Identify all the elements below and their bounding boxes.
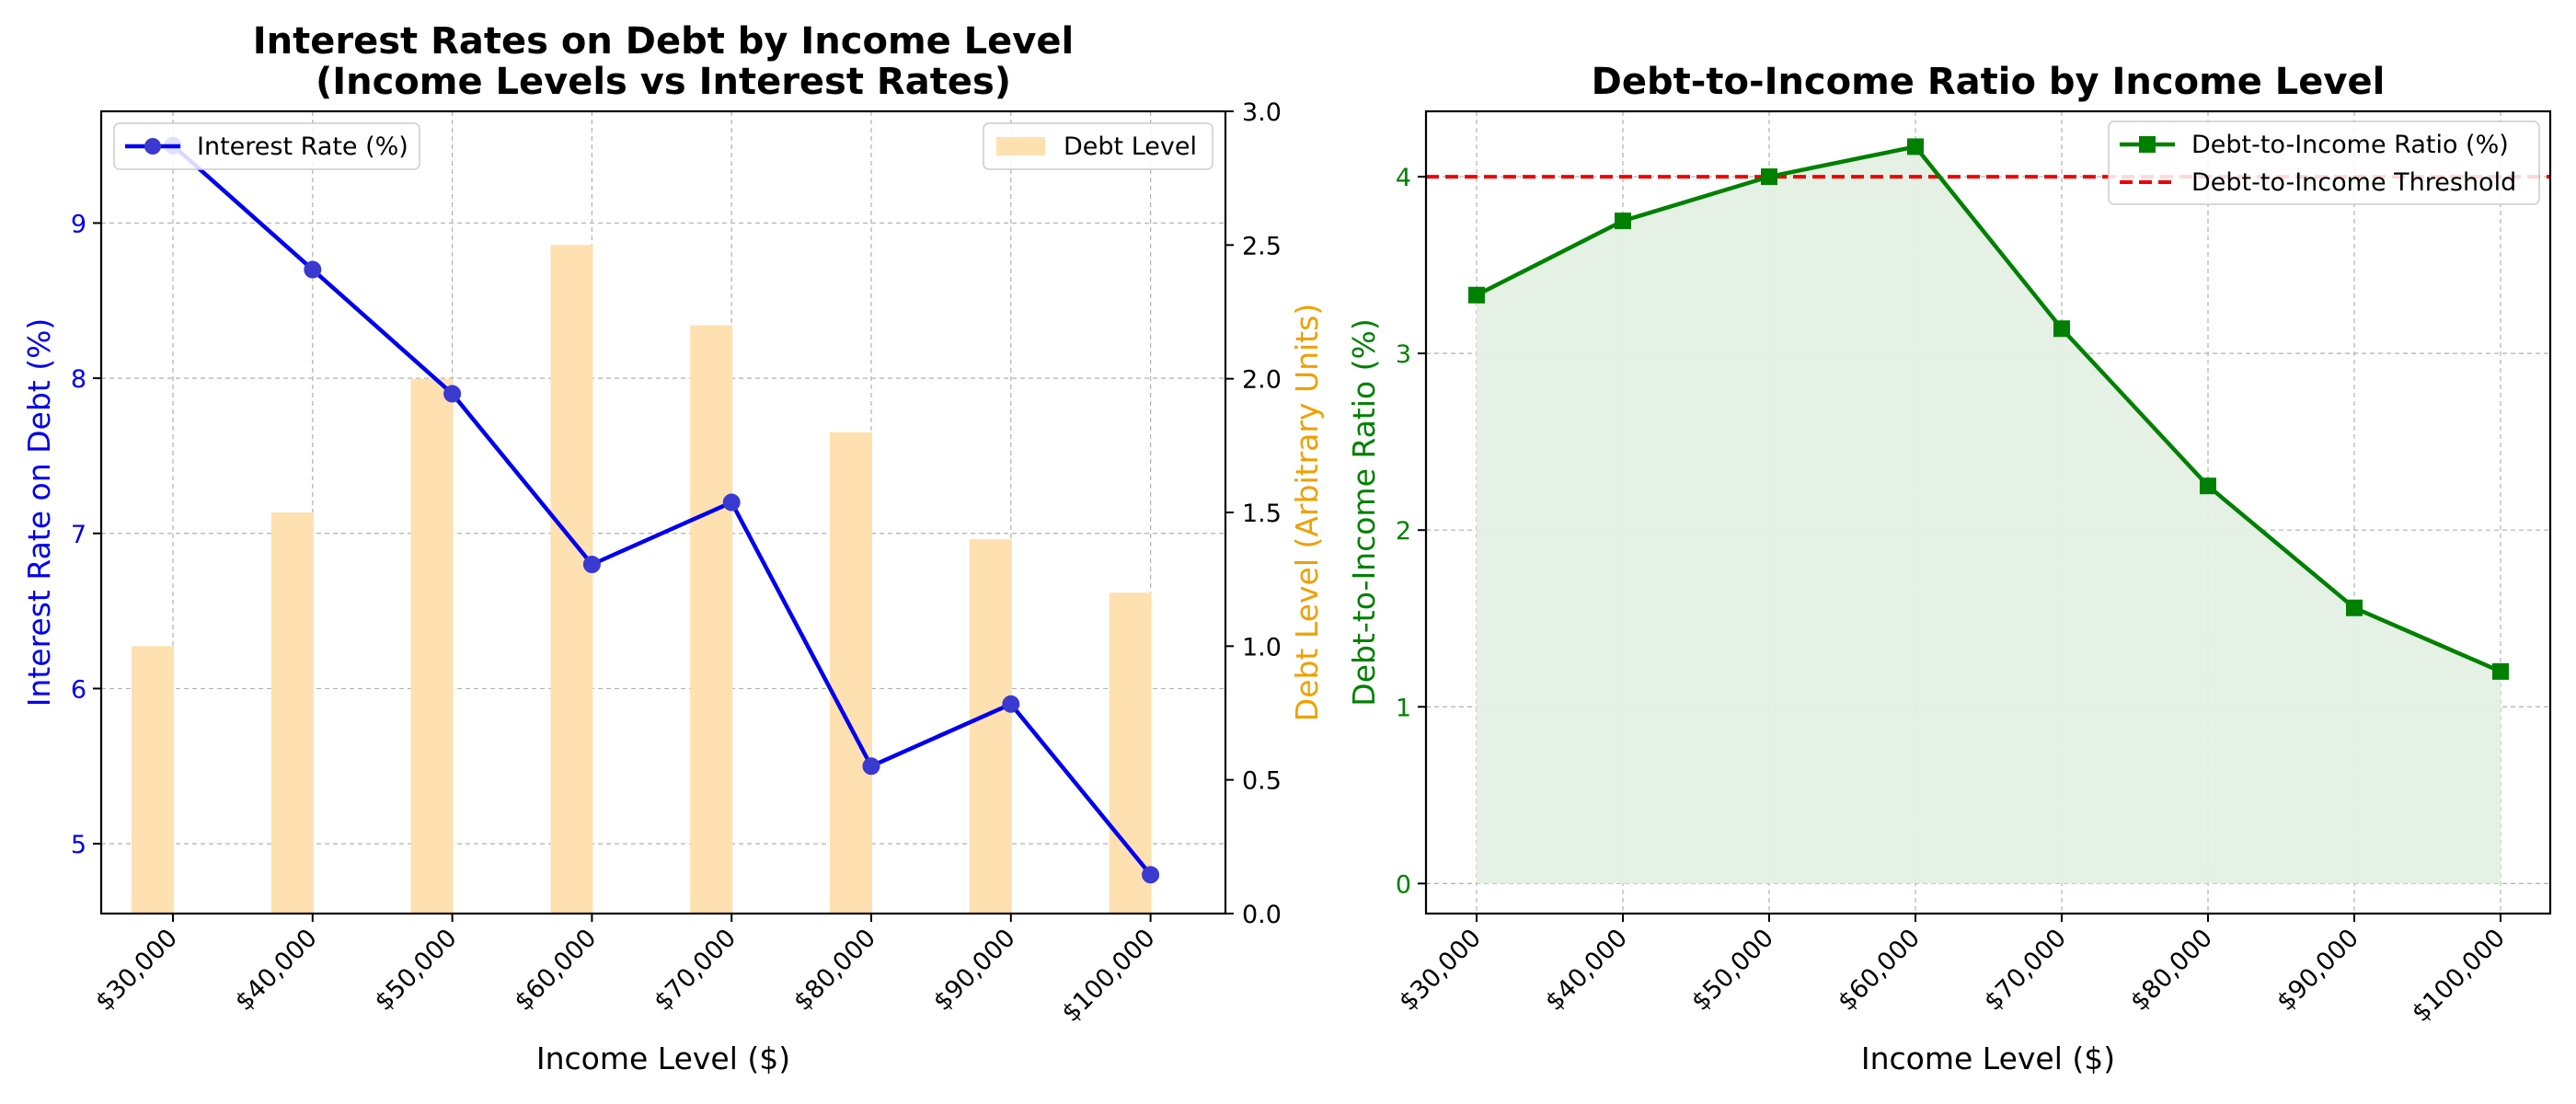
debt-level-bar [969,539,1012,914]
legend-label-interest-rate: Interest Rate (%) [197,132,408,161]
legend-box [983,122,1213,170]
left-y2-ticks: 0.0 0.5 1.0 1.5 2.0 2.5 3.0 [1225,98,1282,929]
debt-level-bar [830,431,872,914]
right-x-axis-label: Income Level ($) [1861,1041,2115,1076]
right-y-ticks: 0 1 2 3 4 [1396,164,1426,899]
right-y-axis-label: Debt-to-Income Ratio (%) [1346,318,1382,706]
y-tick-label: 0 [1396,870,1411,899]
interest-rate-polyline [171,144,1153,877]
legend-box [2108,121,2540,205]
left-y-ticks: 5 6 7 8 9 [71,210,101,859]
legend-interest-rate: Interest Rate (%) [113,122,420,170]
right-chart-title: Debt-to-Income Ratio by Income Level [1592,61,2386,103]
interest-rate-point [304,260,322,279]
y2-tick-label: 0.5 [1242,767,1282,796]
y-tick-label: 3 [1396,340,1411,369]
y2-tick-label: 1.0 [1242,633,1282,661]
ratio-polyline [1475,144,2501,673]
y-tick-label: 7 [71,521,86,549]
legend-box [113,122,420,170]
y-tick-label: 5 [71,831,86,859]
y2-tick-label: 2.0 [1242,366,1282,395]
debt-level-bar [550,245,593,914]
legend-debt-to-income: Debt-to-Income Ratio (%) Debt-to-Income … [2108,121,2540,205]
debt-to-income-line [1468,138,2509,680]
debt-to-income-area [1477,146,2501,884]
ratio-point [2346,599,2363,616]
left-y2-axis-label: Debt Level (Arbitrary Units) [1289,304,1325,721]
left-chart-title: Interest Rates on Debt by Income Level [253,20,1074,63]
interest-rate-point [582,556,601,574]
left-y-axis-label: Interest Rate on Debt (%) [21,318,57,707]
interest-rate-point [722,493,741,512]
debt-level-bar [690,325,733,914]
ratio-point [2200,477,2216,495]
legend-square-marker [2139,136,2156,153]
y-tick-label: 9 [71,210,86,238]
debt-level-bars [132,245,1152,914]
debt-level-bar [132,646,174,914]
y2-tick-label: 0.0 [1242,901,1282,929]
interest-rate-point [1142,866,1160,884]
legend-debt-level: Debt Level [983,122,1213,170]
left-chart-subtitle: (Income Levels vs Interest Rates) [316,61,1011,103]
debt-level-bar [1109,592,1152,914]
interest-rate-point [1002,695,1020,713]
ratio-point [1761,168,1777,186]
y-tick-label: 8 [71,365,86,394]
ratio-point [2053,320,2070,338]
y-tick-label: 2 [1396,517,1411,546]
right-plot-frame [1424,109,2552,915]
legend-label-ratio: Debt-to-Income Ratio (%) [2191,131,2509,159]
legend-circle-marker [144,138,161,155]
ratio-area-fill [1477,146,2501,884]
ratio-point [2492,662,2509,680]
legend-label-debt-level: Debt Level [1064,132,1197,161]
y2-tick-label: 2.5 [1242,232,1282,260]
left-x-axis-label: Income Level ($) [536,1041,790,1076]
ratio-point [1615,213,1631,230]
legend-bar-swatch [996,137,1045,155]
y2-tick-label: 1.5 [1242,500,1282,528]
legend-label-threshold: Debt-to-Income Threshold [2191,168,2516,197]
y-tick-label: 1 [1396,694,1411,722]
interest-rate-point [443,385,462,403]
y-tick-label: 6 [71,675,86,704]
debt-level-bar [270,512,314,914]
interest-rate-point [862,757,880,776]
y2-tick-label: 3.0 [1242,98,1282,127]
debt-level-bar [410,378,454,914]
ratio-point [1907,138,1924,155]
y-tick-label: 4 [1396,164,1411,192]
ratio-point [1468,286,1485,304]
